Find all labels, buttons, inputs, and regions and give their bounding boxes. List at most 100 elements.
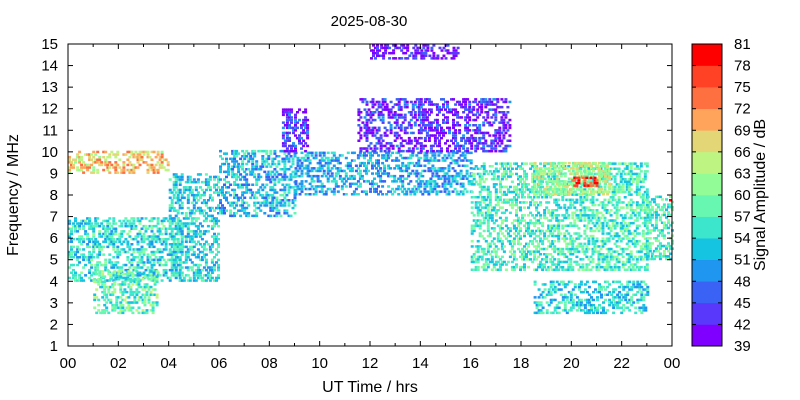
data-cell: [334, 159, 338, 162]
data-cell: [176, 230, 180, 233]
data-cell: [494, 103, 498, 106]
data-cell: [90, 158, 94, 161]
data-cell: [405, 131, 409, 135]
data-cell: [423, 118, 427, 122]
data-cell: [603, 209, 607, 212]
data-cell: [498, 263, 502, 266]
data-cell: [198, 232, 202, 236]
data-cell: [310, 185, 314, 188]
data-cell: [533, 258, 537, 261]
data-cell: [480, 188, 484, 191]
data-cell: [389, 126, 393, 130]
data-cell: [123, 283, 127, 286]
data-cell: [120, 271, 124, 274]
data-cell: [381, 154, 385, 157]
data-cell: [95, 280, 99, 284]
data-cell: [137, 285, 141, 289]
data-cell: [154, 250, 158, 254]
data-cell: [480, 265, 484, 269]
data-cell: [510, 260, 514, 264]
data-cell: [419, 129, 423, 132]
data-region-1: [68, 150, 170, 174]
data-cell: [152, 217, 156, 220]
data-cell: [579, 209, 583, 212]
data-cell: [607, 237, 611, 240]
data-cell: [502, 111, 506, 114]
data-cell: [106, 168, 110, 172]
data-cell: [611, 250, 615, 253]
data-cell: [541, 258, 545, 261]
data-cell: [198, 173, 202, 176]
data-cell: [115, 301, 119, 304]
data-cell: [411, 131, 415, 135]
data-cell: [289, 186, 293, 189]
data-cell: [118, 250, 122, 254]
data-cell: [178, 274, 182, 277]
data-cell: [103, 303, 107, 307]
data-cell: [210, 224, 214, 228]
data-cell: [68, 232, 71, 236]
data-cell: [367, 129, 371, 132]
data-cell: [583, 268, 587, 271]
data-cell: [145, 285, 149, 289]
data-cell: [417, 129, 421, 132]
data-cell: [178, 188, 182, 192]
data-cell: [96, 263, 100, 267]
data-cell: [182, 276, 186, 280]
data-cell: [438, 111, 441, 114]
data-cell: [164, 168, 168, 172]
data-cell: [476, 196, 480, 199]
data-cell: [210, 243, 214, 246]
data-cell: [253, 214, 257, 218]
data-cell: [292, 131, 295, 135]
data-cell: [385, 108, 389, 111]
data-cell: [72, 276, 75, 280]
data-cell: [138, 219, 142, 223]
data-cell: [547, 240, 551, 243]
data-cell: [583, 253, 587, 256]
data-cell: [285, 121, 289, 124]
data-cell: [103, 293, 107, 296]
data-cell: [539, 265, 543, 269]
data-cell: [466, 116, 470, 119]
data-cell: [122, 276, 126, 280]
data-cell: [96, 222, 100, 225]
data-cell: [176, 209, 180, 212]
data-cell: [391, 180, 395, 183]
data-cell: [106, 155, 110, 159]
data-cell: [233, 157, 237, 161]
data-cell: [176, 212, 180, 215]
data-cell: [116, 248, 120, 251]
data-cell: [182, 196, 186, 199]
data-cell: [555, 247, 559, 251]
data-cell: [571, 247, 575, 251]
data-cell: [130, 263, 134, 267]
data-cell: [180, 274, 184, 277]
data-cell: [233, 206, 237, 210]
data-cell: [116, 253, 120, 256]
data-cell: [101, 283, 105, 286]
data-cell: [80, 168, 84, 172]
data-cell: [138, 271, 142, 274]
data-cell: [275, 201, 279, 205]
data-cell: [405, 156, 409, 160]
data-cell: [136, 256, 140, 259]
data-cell: [200, 237, 204, 241]
data-cell: [340, 185, 344, 188]
data-cell: [94, 263, 98, 267]
data-cell: [464, 139, 468, 142]
data-cell: [545, 268, 549, 271]
data-cell: [419, 151, 423, 155]
data-cell: [156, 250, 160, 254]
data-cell: [498, 196, 502, 199]
data-cell: [416, 49, 420, 52]
data-cell: [561, 268, 565, 271]
data-cell: [210, 258, 214, 262]
data-cell: [581, 258, 585, 261]
data-cell: [486, 219, 490, 222]
data-cell: [452, 134, 455, 137]
data-cell: [420, 49, 424, 52]
data-cell: [217, 191, 220, 194]
data-cell: [200, 201, 204, 205]
data-cell: [97, 309, 101, 312]
